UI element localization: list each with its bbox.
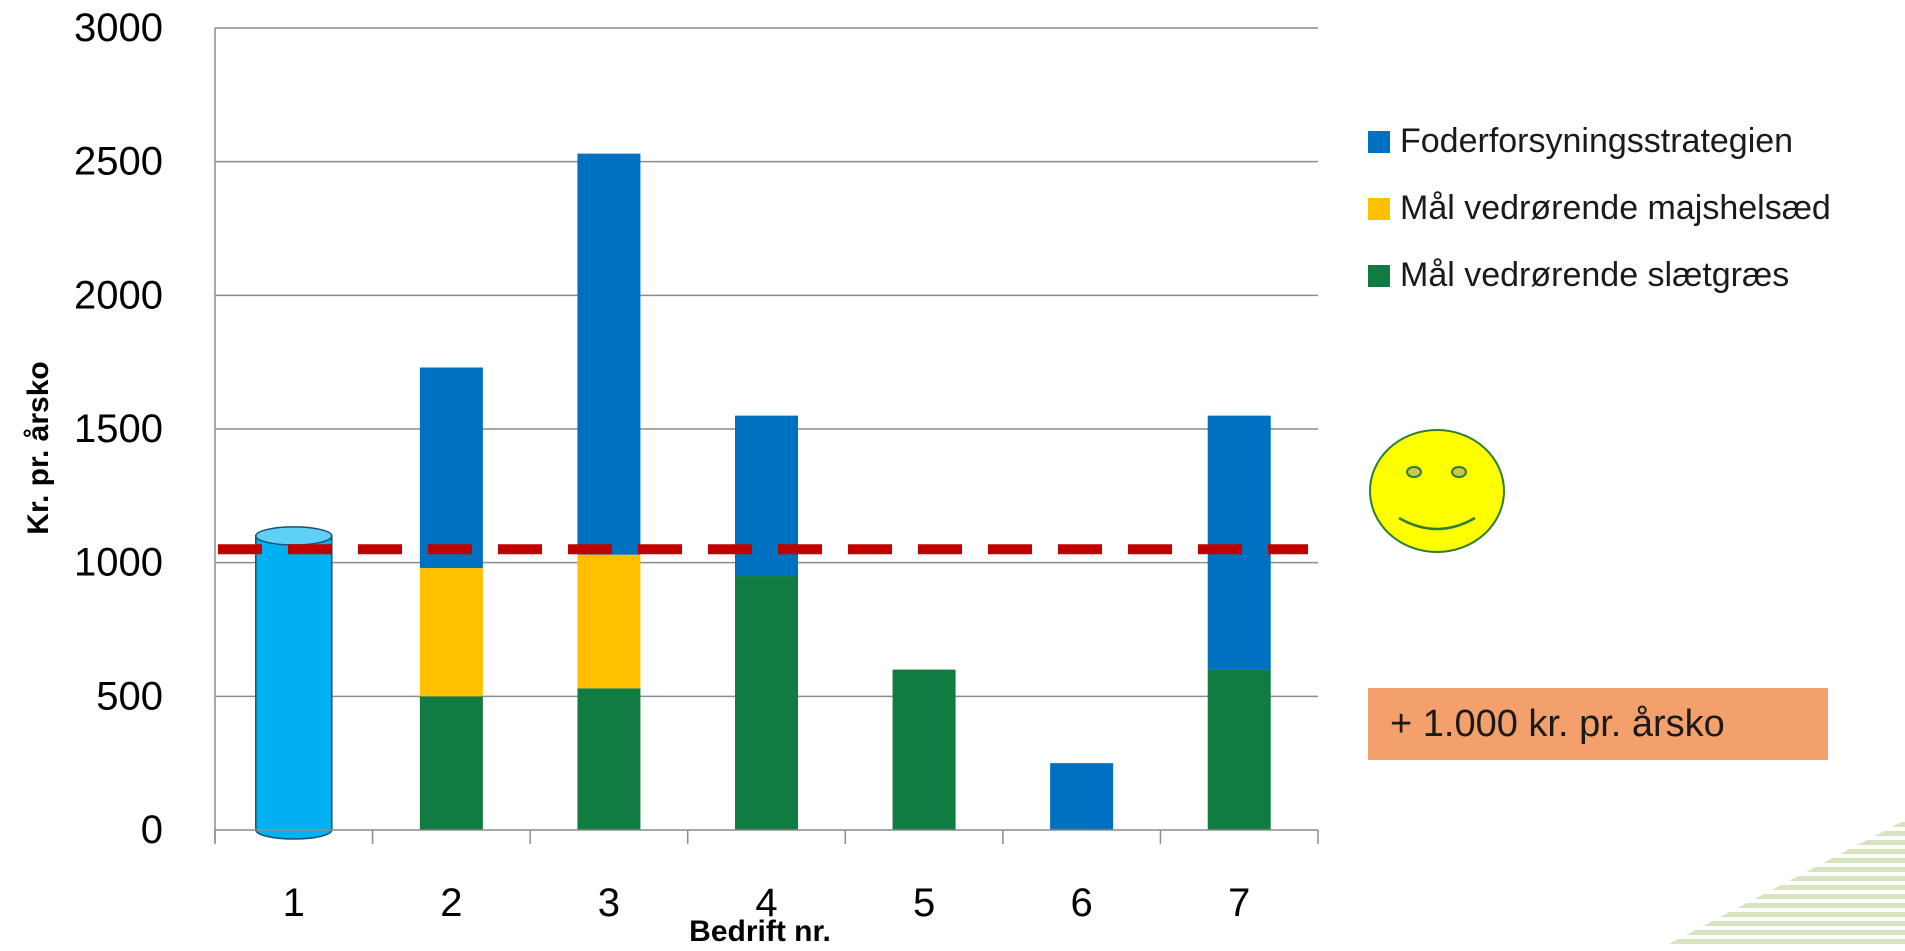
stripe	[1665, 867, 1905, 872]
bar-segment	[577, 688, 641, 830]
legend: Foderforsyningsstrategien Mål vedrørende …	[1368, 108, 1831, 309]
legend-swatch	[1368, 130, 1390, 153]
stripe	[1665, 921, 1905, 926]
cylinder-top	[255, 526, 333, 546]
legend-swatch	[1368, 197, 1390, 220]
legend-item: Foderforsyningsstrategien	[1368, 108, 1831, 175]
stripe	[1665, 930, 1905, 935]
x-axis-title: Bedrift nr.	[689, 915, 831, 946]
y-tick-label: 3000	[74, 6, 163, 50]
stripe	[1665, 894, 1905, 899]
bar-segment	[892, 669, 956, 830]
y-tick-label: 1000	[74, 541, 163, 585]
legend-label: Foderforsyningsstrategien	[1400, 122, 1794, 160]
legend-swatch	[1368, 264, 1390, 287]
bar-segment	[1207, 415, 1271, 670]
legend-item: Mål vedrørende slætgræs	[1368, 242, 1831, 309]
y-tick-label: 2500	[74, 140, 163, 184]
legend-item: Mål vedrørende majshelsæd	[1368, 175, 1831, 242]
stripe	[1665, 939, 1905, 944]
y-tick-label: 0	[141, 808, 163, 852]
bar-segment	[735, 576, 798, 830]
stripe	[1665, 858, 1905, 863]
stripe	[1665, 885, 1905, 890]
x-tick-label: 3	[598, 881, 620, 925]
bar-segment	[1207, 669, 1271, 830]
x-tick-label: 2	[440, 881, 462, 925]
stripe	[1665, 903, 1905, 908]
legend-label: Mål vedrørende slætgræs	[1400, 256, 1790, 294]
y-tick-label: 2000	[74, 273, 163, 317]
bar-segment	[419, 568, 483, 697]
annotation-box: + 1.000 kr. pr. årsko	[1368, 688, 1828, 760]
bar-segment	[577, 554, 641, 689]
x-tick-label: 4	[755, 881, 777, 925]
smiley-face-icon	[1369, 429, 1505, 553]
bar-segment	[577, 153, 641, 555]
y-axis-title: Kr. pr. årsko	[22, 361, 55, 534]
x-tick-label: 1	[283, 881, 305, 925]
bar-segment	[1050, 763, 1114, 830]
cylinder-bar	[255, 535, 333, 840]
bar-segment	[419, 696, 483, 830]
legend-label: Mål vedrørende majshelsæd	[1400, 189, 1831, 227]
stripe	[1665, 831, 1905, 836]
annotation-text: + 1.000 kr. pr. årsko	[1390, 702, 1725, 745]
stripe	[1665, 849, 1905, 854]
y-tick-label: 1500	[74, 407, 163, 451]
stripe	[1665, 822, 1905, 827]
y-tick-label: 500	[96, 674, 163, 718]
x-tick-label: 7	[1228, 881, 1250, 925]
x-tick-label: 5	[913, 881, 935, 925]
x-tick-label: 6	[1071, 881, 1093, 925]
stripe	[1665, 876, 1905, 881]
stripe	[1665, 840, 1905, 845]
decorative-stripes	[1665, 822, 1905, 944]
bar-segment	[419, 367, 483, 569]
stripe	[1665, 912, 1905, 917]
